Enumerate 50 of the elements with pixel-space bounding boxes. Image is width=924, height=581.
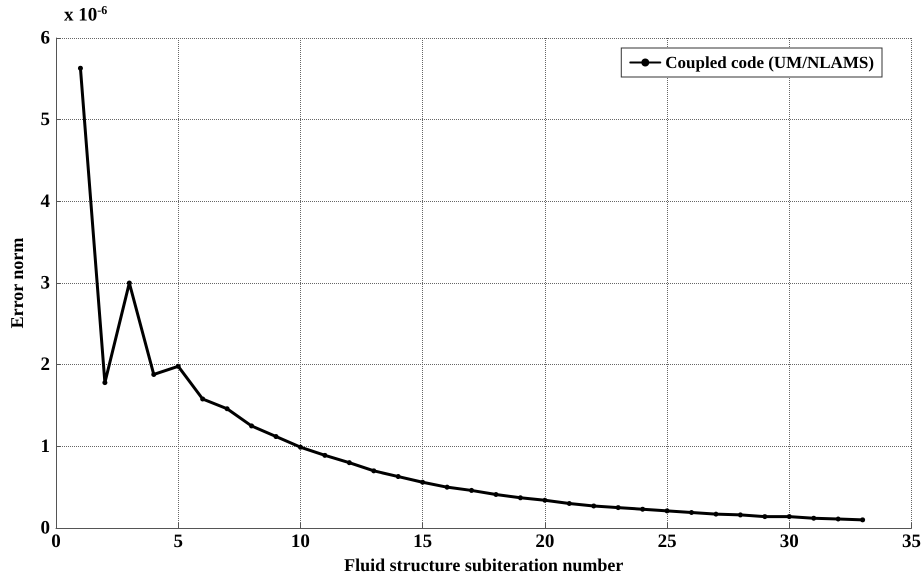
point — [762, 514, 768, 520]
point — [664, 508, 670, 514]
point — [836, 516, 841, 522]
point — [78, 66, 83, 71]
y-tick-label: 3 — [40, 272, 50, 294]
point — [713, 512, 718, 517]
x-tick-label: 25 — [658, 531, 677, 552]
point — [102, 380, 108, 386]
x-tick-label: 20 — [535, 531, 554, 552]
point — [371, 468, 376, 474]
point — [322, 452, 328, 458]
point — [640, 506, 646, 512]
point — [273, 434, 278, 440]
point — [786, 514, 792, 520]
point — [542, 498, 548, 503]
point — [346, 460, 352, 466]
x-tick-label: 15 — [413, 531, 432, 552]
point — [249, 423, 254, 428]
x-tick-label: 10 — [290, 531, 310, 552]
point — [126, 280, 132, 286]
y-tick-label: 6 — [40, 28, 50, 48]
point — [689, 510, 694, 515]
x-axis-title: Fluid structure subiteration number — [344, 555, 624, 575]
point — [200, 396, 206, 402]
x-tick-label: 35 — [902, 531, 921, 552]
point — [298, 444, 303, 450]
point — [224, 406, 230, 412]
legend-label: Coupled code (UM/NLAMS) — [665, 53, 874, 72]
y-tick-label: 0 — [40, 518, 50, 538]
point — [444, 484, 450, 490]
point — [616, 505, 621, 510]
point — [860, 517, 866, 522]
point — [811, 516, 816, 521]
point — [738, 512, 743, 518]
point — [396, 474, 401, 480]
y-tick-label: 4 — [40, 190, 50, 212]
x-tick-label: 5 — [173, 531, 183, 552]
point — [151, 372, 156, 377]
point — [566, 501, 572, 506]
point — [469, 488, 474, 493]
point — [518, 495, 523, 500]
y-tick-label: 5 — [40, 109, 50, 130]
point — [591, 503, 596, 508]
y-axis-title: Error norm — [7, 238, 27, 328]
point — [176, 364, 181, 369]
point — [493, 492, 498, 498]
y-tick-label: 2 — [40, 354, 50, 376]
x-tick-label: 30 — [780, 531, 799, 552]
y-tick-label: 1 — [40, 436, 50, 457]
point — [420, 480, 426, 485]
